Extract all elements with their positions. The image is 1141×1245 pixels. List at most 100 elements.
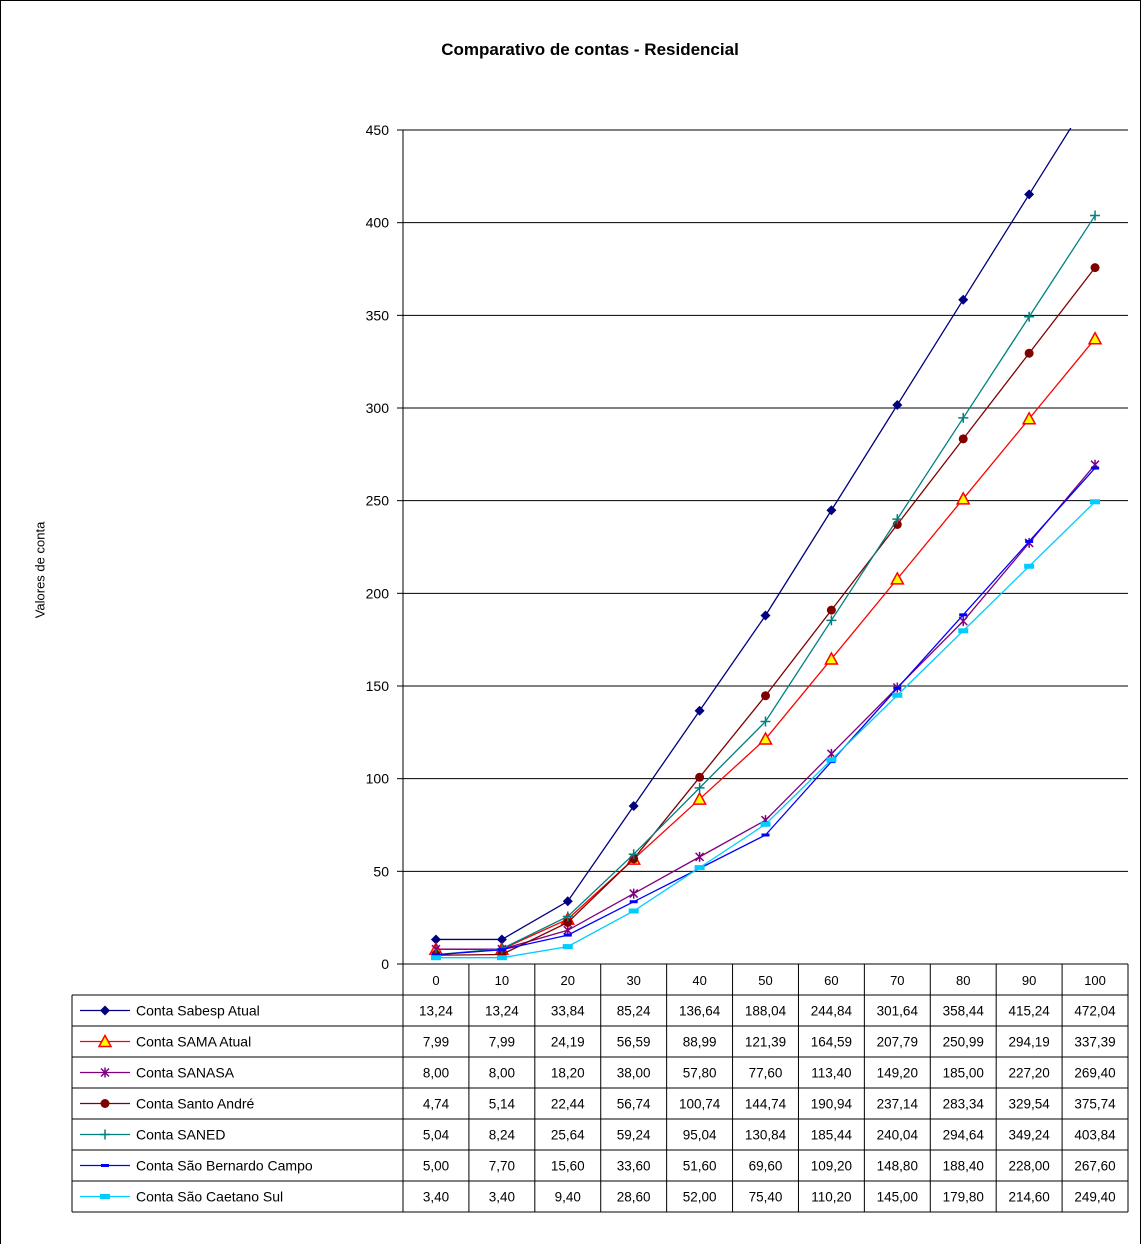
legend-series-name: Conta SANASA — [136, 1065, 235, 1081]
point-marker — [1021, 411, 1037, 425]
legend-series-name: Conta Sabesp Atual — [136, 1003, 260, 1019]
table-value: 7,70 — [489, 1159, 515, 1174]
point-marker — [695, 851, 705, 862]
legend-key — [80, 1033, 130, 1048]
table-value: 109,20 — [811, 1159, 852, 1174]
legend-series-name: Conta São Caetano Sul — [136, 1189, 283, 1205]
point-marker — [1087, 331, 1103, 345]
point-marker — [563, 917, 573, 927]
x-category-label: 20 — [561, 973, 575, 988]
table-value: 38,00 — [617, 1066, 651, 1081]
point-marker — [100, 1099, 110, 1108]
legend-key — [80, 1164, 130, 1167]
x-category-label: 90 — [1022, 973, 1036, 988]
table-value: 110,20 — [811, 1190, 851, 1205]
table-value: 59,24 — [617, 1128, 651, 1143]
point-marker — [628, 849, 639, 860]
series-line — [435, 128, 1072, 941]
series-line — [435, 501, 1096, 959]
point-marker — [100, 1129, 110, 1140]
point-marker — [562, 911, 573, 922]
table-value: 77,60 — [749, 1066, 783, 1081]
point-marker — [100, 1194, 110, 1199]
x-category-label: 50 — [758, 973, 772, 988]
table-value: 237,14 — [877, 1097, 919, 1112]
table-value: 249,40 — [1074, 1190, 1115, 1205]
table-value: 7,99 — [489, 1035, 515, 1050]
table-value: 267,60 — [1074, 1159, 1115, 1174]
table-value: 69,60 — [749, 1159, 783, 1174]
point-marker — [431, 953, 440, 957]
series-group — [430, 128, 1072, 945]
table-value: 8,00 — [489, 1066, 515, 1081]
table-value: 349,24 — [1008, 1128, 1050, 1143]
point-marker — [892, 514, 903, 525]
point-marker — [562, 944, 573, 950]
point-marker — [629, 888, 639, 899]
table-value: 51,60 — [683, 1159, 717, 1174]
point-marker — [562, 896, 573, 907]
table-value: 113,40 — [811, 1066, 851, 1081]
y-tick-label: 100 — [366, 771, 390, 787]
point-marker — [892, 692, 903, 698]
table-value: 57,80 — [683, 1066, 717, 1081]
table-value: 207,79 — [877, 1035, 918, 1050]
table-value: 294,64 — [943, 1128, 985, 1143]
table-value: 85,24 — [617, 1004, 651, 1019]
legend-key — [80, 1194, 130, 1199]
point-marker — [826, 505, 837, 516]
table-value: 164,59 — [811, 1035, 852, 1050]
table-value: 15,60 — [551, 1159, 585, 1174]
point-marker — [1090, 499, 1101, 505]
point-marker — [1024, 348, 1034, 358]
table-value: 227,20 — [1008, 1066, 1049, 1081]
table-value: 144,74 — [745, 1097, 787, 1112]
table-value: 148,80 — [877, 1159, 918, 1174]
table-value: 250,99 — [943, 1035, 984, 1050]
point-marker — [694, 865, 705, 871]
table-value: 33,60 — [617, 1159, 651, 1174]
table-value: 13,24 — [485, 1004, 519, 1019]
y-tick-label: 0 — [381, 956, 389, 972]
table-value: 88,99 — [683, 1035, 717, 1050]
point-marker — [1024, 189, 1035, 200]
point-marker — [695, 772, 705, 782]
point-marker — [497, 948, 506, 952]
point-marker — [496, 955, 507, 961]
series-group — [430, 499, 1101, 961]
legend-key — [80, 1099, 130, 1108]
table-value: 24,19 — [551, 1035, 585, 1050]
x-category-label: 30 — [626, 973, 640, 988]
point-marker — [1024, 563, 1035, 569]
series-group — [431, 466, 1100, 957]
table-value: 188,40 — [943, 1159, 984, 1174]
y-tick-label: 350 — [366, 307, 390, 323]
table-value: 185,44 — [811, 1128, 853, 1143]
chart-title: Comparativo de contas - Residencial — [441, 40, 739, 59]
point-marker — [1091, 466, 1100, 470]
point-marker — [100, 1005, 110, 1016]
point-marker — [760, 610, 771, 621]
table-value: 5,14 — [489, 1097, 516, 1112]
y-tick-label: 400 — [366, 215, 390, 231]
table-value: 269,40 — [1074, 1066, 1115, 1081]
point-marker — [958, 434, 968, 444]
table-value: 4,74 — [423, 1097, 450, 1112]
table-value: 25,64 — [551, 1128, 585, 1143]
table-value: 18,20 — [551, 1066, 585, 1081]
x-category-label: 80 — [956, 973, 970, 988]
table-value: 121,39 — [745, 1035, 786, 1050]
table-value: 52,00 — [683, 1190, 717, 1205]
x-category-label: 40 — [692, 973, 706, 988]
point-marker — [761, 691, 770, 701]
table-value: 301,64 — [877, 1004, 919, 1019]
point-marker — [958, 294, 969, 305]
point-marker — [826, 605, 836, 615]
table-value: 5,00 — [423, 1159, 449, 1174]
table-value: 28,60 — [617, 1190, 651, 1205]
point-marker — [694, 705, 705, 716]
table-value: 240,04 — [877, 1128, 919, 1143]
legend-series-name: Conta São Bernardo Campo — [136, 1158, 313, 1174]
x-category-label: 60 — [824, 973, 838, 988]
